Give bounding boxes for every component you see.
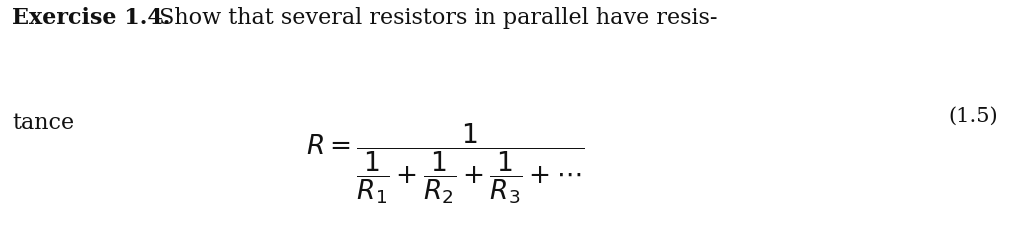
Text: (1.5): (1.5) <box>949 107 998 126</box>
Text: $R = \dfrac{1}{\dfrac{1}{R_1} + \dfrac{1}{R_2} + \dfrac{1}{R_3} + \cdots}$: $R = \dfrac{1}{\dfrac{1}{R_1} + \dfrac{1… <box>306 121 585 206</box>
Text: tance: tance <box>12 112 75 134</box>
Text: Exercise 1.4.: Exercise 1.4. <box>12 7 171 29</box>
Text: Show that several resistors in parallel have resis-: Show that several resistors in parallel … <box>152 7 717 29</box>
